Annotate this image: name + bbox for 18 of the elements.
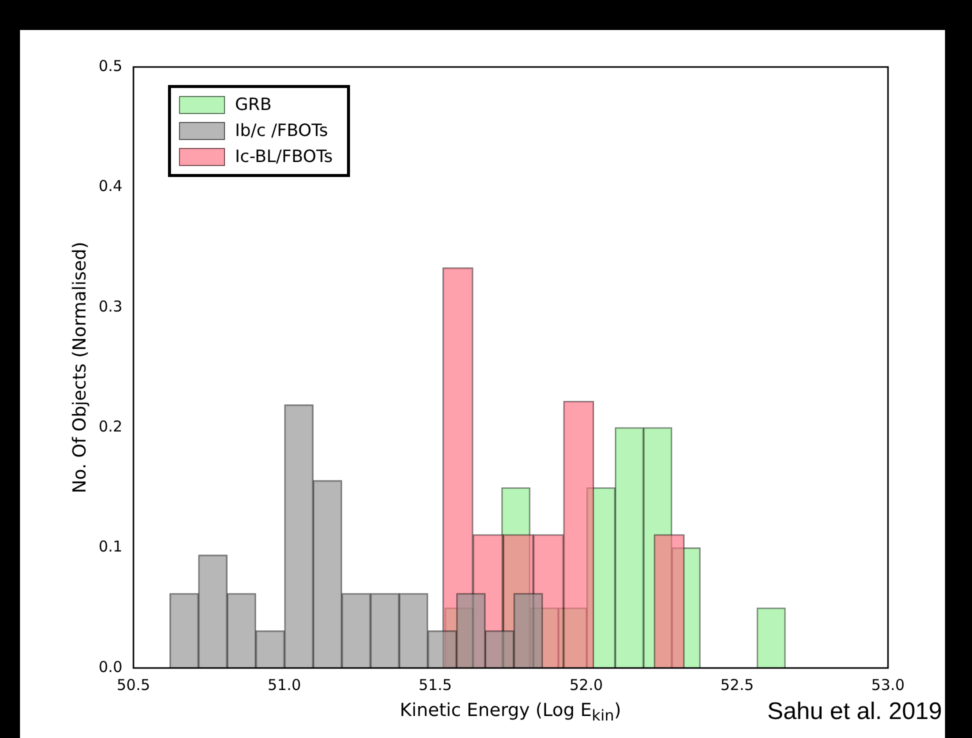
x-tick-label: 51.5 xyxy=(418,676,452,694)
legend-label: Ib/c /FBOTs xyxy=(235,121,328,141)
y-tick-label: 0.4 xyxy=(98,177,122,196)
y-tick-label: 0.2 xyxy=(98,417,122,436)
x-tick-label: 50.5 xyxy=(116,676,150,694)
x-tick-label: 51.0 xyxy=(268,676,302,694)
y-axis-title: No. Of Objects (Normalised) xyxy=(69,242,90,494)
y-tick-label: 0.3 xyxy=(98,297,122,316)
legend-label: Ic-BL/FBOTs xyxy=(235,147,333,167)
x-tick-label: 52.0 xyxy=(569,676,603,694)
legend-label: GRB xyxy=(235,95,272,115)
text: Sahu et al. 2019 xyxy=(767,698,942,726)
y-tick-label: 0.5 xyxy=(98,56,122,75)
y-tick-label: 0.1 xyxy=(98,538,122,556)
x-tick-label: 52.5 xyxy=(720,676,754,694)
x-tick-label: 53.0 xyxy=(871,676,905,694)
x-axis-title: Kinetic Energy (Log E$_{kin}$) xyxy=(400,700,622,725)
y-tick-label: 0.0 xyxy=(98,658,122,676)
